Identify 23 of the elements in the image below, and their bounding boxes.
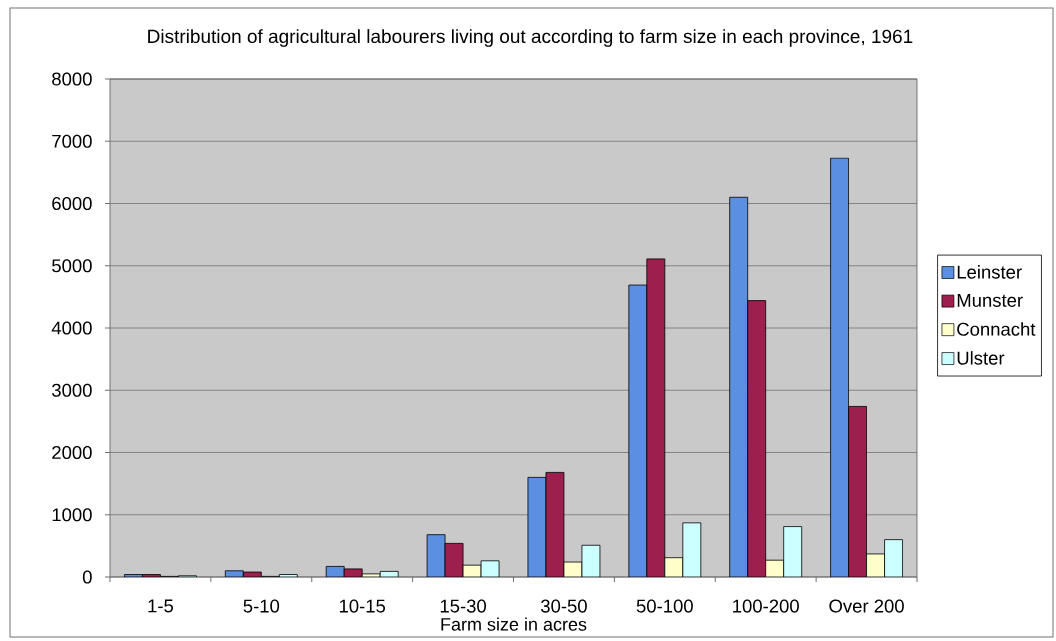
y-tick-label: 7000 <box>52 134 92 148</box>
x-tick-label: 50-100 <box>636 599 693 613</box>
y-tick-label: 3000 <box>52 383 92 397</box>
x-tick-label: 30-50 <box>540 599 587 613</box>
y-tick-label: 0 <box>82 570 92 584</box>
legend-label: Leinster <box>957 265 1022 279</box>
chart-title: Distribution of agricultural labourers living out according to farm size in each province, 1961 <box>148 29 913 47</box>
y-tick-label: 6000 <box>52 196 92 211</box>
legend-label: Munster <box>957 293 1023 307</box>
legend-label: Connacht <box>957 322 1036 336</box>
y-tick-label: 8000 <box>52 72 92 86</box>
x-tick-label: Over 200 <box>829 599 904 613</box>
y-tick-label: 4000 <box>51 321 92 335</box>
x-axis-title: Farm size in acres <box>441 617 587 631</box>
y-tick-label: 2000 <box>52 445 92 460</box>
legend-label: Ulster <box>957 351 1005 365</box>
y-tick-label: 5000 <box>52 259 92 273</box>
y-tick-label: 1000 <box>52 508 92 522</box>
x-tick-label: 10-15 <box>339 599 386 613</box>
x-tick-label: 1-5 <box>148 599 174 613</box>
x-tick-label: 100-200 <box>733 599 799 613</box>
x-tick-label: 5-10 <box>243 599 280 613</box>
x-tick-label: 15-30 <box>440 599 486 613</box>
